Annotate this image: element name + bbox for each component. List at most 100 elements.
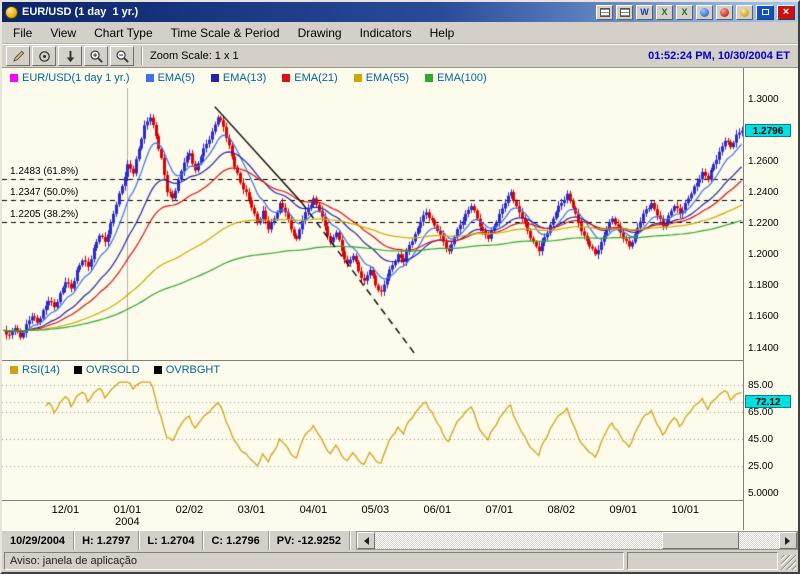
status-high: H: 1.2797 — [74, 531, 139, 550]
legend-item-overbought[interactable]: OVRBGHT — [154, 364, 220, 376]
legend-label: EMA(55) — [366, 72, 409, 84]
legend-label: OVRSOLD — [86, 364, 140, 376]
legend-item-oversold[interactable]: OVRSOLD — [74, 364, 140, 376]
titlebar-icon-tray: W X X — [596, 5, 753, 20]
media-icon[interactable] — [716, 5, 733, 20]
resize-grip[interactable] — [781, 555, 796, 570]
price-tick-label: 1.3000 — [748, 94, 779, 105]
legend-item-ema100[interactable]: EMA(100) — [425, 72, 487, 84]
title-bar[interactable]: EUR/USD (1 day 1 yr.) W X X × — [2, 2, 798, 22]
close-button[interactable]: × — [777, 5, 795, 20]
chart-legend: EUR/USD(1 day 1 yr.) EMA(5) EMA(13) EMA(… — [2, 68, 743, 88]
app-status-extra-panel — [627, 552, 778, 570]
status-low: L: 1.2704 — [139, 531, 203, 550]
status-bar: 10/29/2004 H: 1.2797 L: 1.2704 C: 1.2796… — [2, 530, 798, 550]
excel-sheet-icon[interactable]: X — [676, 5, 693, 20]
legend-label: EUR/USD(1 day 1 yr.) — [22, 72, 130, 84]
legend-label: RSI(14) — [22, 364, 60, 376]
excel-icon[interactable]: X — [656, 5, 673, 20]
price-tick-label: 1.1400 — [748, 343, 779, 354]
x-axis-label: 05/03 — [362, 504, 390, 516]
legend-item-symbol[interactable]: EUR/USD(1 day 1 yr.) — [10, 72, 130, 84]
zoom-scale-label: Zoom Scale: 1 x 1 — [150, 50, 239, 62]
x-axis-label: 07/01 — [486, 504, 514, 516]
legend-label: EMA(5) — [158, 72, 195, 84]
menu-bar: File View Chart Type Time Scale & Period… — [2, 22, 798, 44]
toolbar-separator — [141, 47, 143, 65]
legend-label: EMA(100) — [437, 72, 487, 84]
rsi-legend: RSI(14) OVRSOLD OVRBGHT — [2, 360, 743, 378]
price-tick-label: 1.2200 — [748, 218, 779, 229]
price-tick-label: 1.2400 — [748, 187, 779, 198]
scrollbar-thumb[interactable] — [662, 532, 739, 549]
status-close: C: 1.2796 — [203, 531, 268, 550]
menu-drawing[interactable]: Drawing — [289, 23, 351, 43]
coin-icon[interactable] — [736, 5, 753, 20]
menu-view[interactable]: View — [41, 23, 85, 43]
maximize-button[interactable] — [756, 5, 774, 20]
x-axis-label: 06/01 — [424, 504, 452, 516]
price-chart-canvas[interactable] — [2, 88, 743, 360]
rsi-tick-label: 25.00 — [748, 461, 773, 472]
rsi-chart-canvas[interactable] — [2, 378, 743, 500]
arrow-down-icon — [63, 49, 78, 64]
zoom-in-tool-button[interactable] — [84, 46, 108, 66]
x-axis-label: 02/02 — [176, 504, 204, 516]
menu-time-scale-period[interactable]: Time Scale & Period — [162, 23, 289, 43]
price-axis: 1.2796 72.12 1.30001.28001.26001.24001.2… — [744, 68, 798, 530]
legend-item-ema55[interactable]: EMA(55) — [354, 72, 409, 84]
legend-label: EMA(13) — [223, 72, 266, 84]
calculator-icon[interactable] — [596, 5, 613, 20]
app-status-bar: Aviso: janela de aplicação — [2, 550, 798, 572]
pencil-icon — [11, 49, 26, 64]
app-coin-icon — [5, 6, 18, 19]
overbought-marker-icon — [154, 366, 162, 374]
legend-item-ema5[interactable]: EMA(5) — [146, 72, 195, 84]
menu-chart-type[interactable]: Chart Type — [85, 23, 161, 43]
ema13-marker-icon — [211, 74, 219, 82]
clock-text: 01:52:24 PM, 10/30/2004 ET — [648, 50, 794, 62]
scroll-right-button[interactable] — [779, 532, 797, 549]
symbol-marker-icon — [10, 74, 18, 82]
fib-level-382-label[interactable]: 1.2205 (38.2%) — [10, 209, 78, 220]
ema100-marker-icon — [425, 74, 433, 82]
rsi-tick-label: 85.00 — [748, 380, 773, 391]
chart-region: EUR/USD(1 day 1 yr.) EMA(5) EMA(13) EMA(… — [2, 68, 798, 530]
word-icon[interactable]: W — [636, 5, 653, 20]
ema21-marker-icon — [282, 74, 290, 82]
current-rsi-badge: 72.12 — [745, 395, 791, 408]
x-axis-label: 01/012004 — [114, 504, 142, 528]
fib-level-500-label[interactable]: 1.2347 (50.0%) — [10, 187, 78, 198]
legend-item-rsi[interactable]: RSI(14) — [10, 364, 60, 376]
scrollbar-track[interactable] — [375, 532, 779, 549]
arrow-down-tool-button[interactable] — [58, 46, 82, 66]
price-tick-label: 1.1600 — [748, 311, 779, 322]
menu-help[interactable]: Help — [421, 23, 464, 43]
pencil-tool-button[interactable] — [6, 46, 30, 66]
zoom-in-icon — [89, 49, 104, 64]
rsi-tick-label: 5.0000 — [748, 488, 779, 499]
status-date: 10/29/2004 — [2, 531, 74, 550]
zoom-out-tool-button[interactable] — [110, 46, 134, 66]
app-window: EUR/USD (1 day 1 yr.) W X X × File View … — [0, 0, 800, 574]
menu-indicators[interactable]: Indicators — [351, 23, 421, 43]
toolbar: Zoom Scale: 1 x 1 01:52:24 PM, 10/30/200… — [2, 44, 798, 68]
price-tick-label: 1.1800 — [748, 280, 779, 291]
menu-file[interactable]: File — [4, 23, 41, 43]
legend-item-ema13[interactable]: EMA(13) — [211, 72, 266, 84]
fib-level-618-label[interactable]: 1.2483 (61.8%) — [10, 166, 78, 177]
scroll-left-button[interactable] — [357, 532, 375, 549]
legend-label: EMA(21) — [294, 72, 337, 84]
horizontal-scrollbar[interactable] — [356, 531, 798, 550]
x-axis-label: 04/01 — [300, 504, 328, 516]
rsi-tick-label: 45.00 — [748, 434, 773, 445]
x-axis-label: 08/02 — [548, 504, 576, 516]
zoom-out-icon — [115, 49, 130, 64]
left-arrow-icon — [360, 537, 369, 545]
select-point-tool-button[interactable] — [32, 46, 56, 66]
right-arrow-icon — [785, 537, 794, 545]
notes-icon[interactable] — [616, 5, 633, 20]
globe-icon[interactable] — [696, 5, 713, 20]
ema55-marker-icon — [354, 74, 362, 82]
legend-item-ema21[interactable]: EMA(21) — [282, 72, 337, 84]
